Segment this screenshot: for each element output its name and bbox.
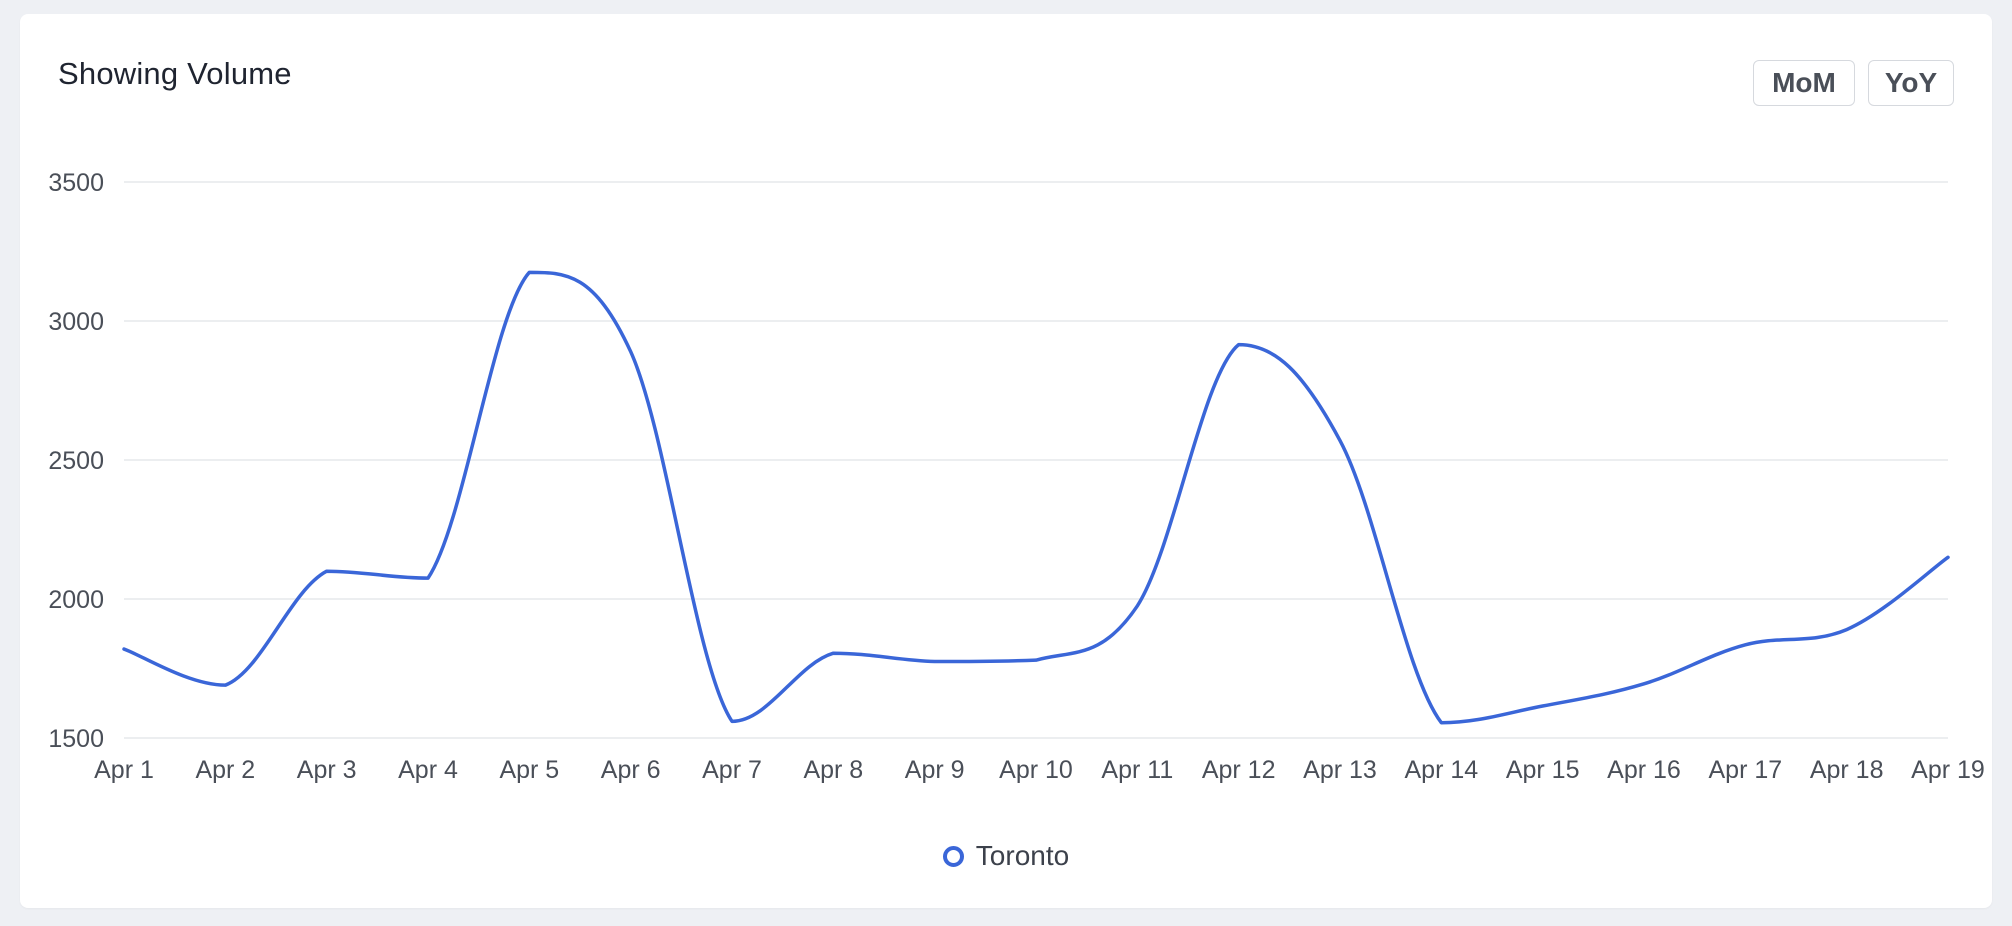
data-point[interactable] bbox=[926, 653, 944, 671]
data-point[interactable] bbox=[1635, 675, 1653, 693]
comparison-toggle-group: MoM YoY bbox=[1753, 60, 1954, 106]
yoy-button[interactable]: YoY bbox=[1868, 60, 1954, 106]
x-tick-label: Apr 2 bbox=[195, 756, 255, 784]
x-tick-label: Apr 16 bbox=[1607, 756, 1681, 784]
x-tick-label: Apr 10 bbox=[999, 756, 1073, 784]
data-point[interactable] bbox=[824, 644, 842, 662]
x-tick-label: Apr 7 bbox=[702, 756, 762, 784]
gridlines bbox=[124, 181, 1948, 739]
data-point[interactable] bbox=[216, 676, 234, 694]
x-tick-label: Apr 8 bbox=[803, 756, 863, 784]
data-point[interactable] bbox=[1027, 651, 1045, 669]
x-tick-label: Apr 13 bbox=[1303, 756, 1377, 784]
series-line-toronto[interactable] bbox=[122, 270, 1950, 725]
x-tick-label: Apr 12 bbox=[1202, 756, 1276, 784]
x-tick-label: Apr 6 bbox=[601, 756, 661, 784]
data-point[interactable] bbox=[1939, 548, 1957, 566]
x-tick-label: Apr 9 bbox=[905, 756, 965, 784]
x-tick-label: Apr 18 bbox=[1810, 756, 1884, 784]
y-tick-label: 3500 bbox=[48, 169, 104, 197]
data-point[interactable] bbox=[1230, 336, 1248, 354]
series-layer bbox=[115, 263, 1957, 732]
x-tick-label: Apr 5 bbox=[499, 756, 559, 784]
x-axis-ticks: Apr 1 Apr 2 Apr 3 Apr 4 Apr 5 Apr 6 Apr 7 Apr 8… bbox=[94, 756, 1985, 784]
data-point[interactable] bbox=[622, 343, 640, 361]
data-point[interactable] bbox=[520, 263, 538, 281]
data-point[interactable] bbox=[1331, 432, 1349, 450]
data-point[interactable] bbox=[419, 569, 437, 587]
chart-card: Showing Volume MoM YoY 1500 2000 2500 3000 3… bbox=[20, 14, 1992, 908]
x-tick-label: Apr 11 bbox=[1101, 756, 1173, 784]
x-tick-label: Apr 1 bbox=[94, 756, 154, 784]
data-point[interactable] bbox=[1736, 636, 1754, 654]
data-point[interactable] bbox=[1128, 597, 1146, 615]
legend[interactable]: Toronto bbox=[20, 840, 1992, 872]
x-tick-label: Apr 15 bbox=[1506, 756, 1580, 784]
x-tick-label: Apr 14 bbox=[1404, 756, 1478, 784]
data-point[interactable] bbox=[115, 640, 133, 658]
data-point[interactable] bbox=[723, 712, 741, 730]
mom-button[interactable]: MoM bbox=[1753, 60, 1855, 106]
y-tick-label: 2500 bbox=[48, 447, 104, 475]
y-tick-label: 2000 bbox=[48, 586, 104, 614]
x-tick-label: Apr 17 bbox=[1708, 756, 1782, 784]
x-tick-label: Apr 19 bbox=[1911, 756, 1985, 784]
chart-title: Showing Volume bbox=[58, 56, 292, 91]
legend-marker-toronto bbox=[942, 845, 964, 867]
y-axis-ticks: 1500 2000 2500 3000 3500 bbox=[48, 169, 104, 753]
data-point[interactable] bbox=[1534, 697, 1552, 715]
y-tick-label: 3000 bbox=[48, 308, 104, 336]
x-tick-label: Apr 3 bbox=[297, 756, 357, 784]
data-point[interactable] bbox=[1838, 621, 1856, 639]
data-point[interactable] bbox=[318, 562, 336, 580]
x-tick-label: Apr 4 bbox=[398, 756, 458, 784]
y-tick-label: 1500 bbox=[48, 725, 104, 753]
legend-label-toronto: Toronto bbox=[975, 840, 1070, 871]
data-point[interactable] bbox=[1432, 714, 1450, 732]
